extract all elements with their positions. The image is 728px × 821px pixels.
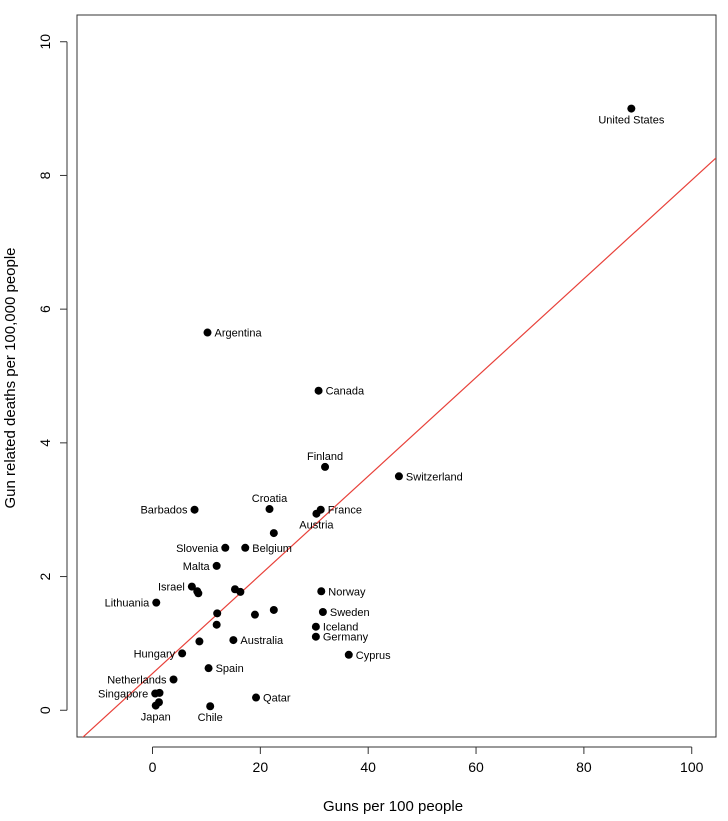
- point-label: Qatar: [263, 693, 291, 705]
- y-tick-label: 2: [37, 572, 53, 580]
- data-point: [212, 620, 221, 629]
- data-point: [221, 543, 230, 552]
- data-point: [252, 693, 261, 702]
- data-point: [152, 598, 161, 607]
- data-point: [311, 632, 320, 641]
- point-labels-group: United States Argentina Canada Finland Switz…: [98, 115, 665, 725]
- point-label: Lithuania: [105, 598, 151, 610]
- x-axis-title: Guns per 100 people: [323, 798, 463, 815]
- x-tick-label: 100: [680, 759, 704, 775]
- data-point: [394, 472, 403, 481]
- point-label: Netherlands: [107, 675, 167, 687]
- data-point: [321, 462, 330, 471]
- data-point: [250, 610, 259, 619]
- y-tick-label: 6: [37, 305, 53, 313]
- data-point: [241, 543, 250, 552]
- point-label: Cyprus: [356, 650, 391, 662]
- point-label: Israel: [158, 582, 185, 594]
- data-point: [236, 587, 245, 596]
- x-axis: 0 20 40 60 80 100: [149, 746, 704, 775]
- regression-line-group: [82, 157, 716, 737]
- data-point: [194, 589, 203, 598]
- data-point: [155, 688, 164, 697]
- data-point: [212, 561, 221, 570]
- data-point: [265, 505, 274, 514]
- point-label: Barbados: [140, 505, 188, 517]
- point-label: Belgium: [252, 543, 292, 555]
- data-point: [314, 386, 323, 395]
- data-point: [206, 702, 215, 711]
- y-axis-title: Gun related deaths per 100,000 people: [2, 247, 19, 508]
- data-point: [312, 509, 321, 518]
- data-point: [178, 649, 187, 658]
- data-point: [311, 622, 320, 631]
- y-tick-label: 8: [37, 171, 53, 179]
- x-tick-label: 60: [468, 759, 484, 775]
- point-label: Argentina: [214, 328, 262, 340]
- y-tick-label: 4: [37, 439, 53, 447]
- point-label: Hungary: [134, 648, 176, 660]
- point-label: France: [328, 505, 362, 517]
- point-label: Chile: [198, 712, 223, 724]
- x-tick-label: 0: [149, 759, 157, 775]
- x-tick-label: 80: [576, 759, 592, 775]
- point-label: Slovenia: [176, 543, 219, 555]
- point-label: Spain: [216, 663, 244, 675]
- x-tick-label: 20: [253, 759, 269, 775]
- point-label: Switzerland: [406, 471, 463, 483]
- point-label: Norway: [328, 586, 366, 598]
- plot-frame: [76, 14, 717, 738]
- point-label: Australia: [240, 635, 284, 647]
- data-point: [269, 529, 278, 538]
- point-label: Finland: [307, 451, 343, 463]
- point-label: Canada: [326, 386, 365, 398]
- points-group: [151, 104, 636, 711]
- data-point: [229, 636, 238, 645]
- data-point: [204, 664, 213, 673]
- data-point: [169, 675, 178, 684]
- x-tick-label: 40: [360, 759, 376, 775]
- data-point: [344, 650, 353, 659]
- data-point: [318, 607, 327, 616]
- point-label: Malta: [183, 561, 211, 573]
- data-point: [627, 104, 636, 113]
- data-point: [213, 609, 222, 618]
- data-point: [195, 637, 204, 646]
- point-label: Germany: [323, 632, 369, 644]
- regression-line: [82, 157, 716, 737]
- data-point: [190, 505, 199, 514]
- point-label: Croatia: [252, 493, 288, 505]
- point-label: Iceland: [323, 622, 358, 634]
- point-label: Japan: [141, 712, 171, 724]
- data-point: [317, 587, 326, 596]
- data-point: [269, 605, 278, 614]
- y-tick-label: 10: [37, 34, 53, 50]
- data-point: [151, 701, 160, 710]
- data-point: [203, 328, 212, 337]
- point-label: Singapore: [98, 689, 148, 701]
- data-point: [187, 582, 196, 591]
- y-tick-label: 0: [37, 706, 53, 714]
- point-label: Sweden: [330, 607, 370, 619]
- y-axis: 0 2 4 6 8 10: [37, 34, 68, 714]
- point-label: Austria: [299, 520, 334, 532]
- point-label: United States: [598, 115, 665, 127]
